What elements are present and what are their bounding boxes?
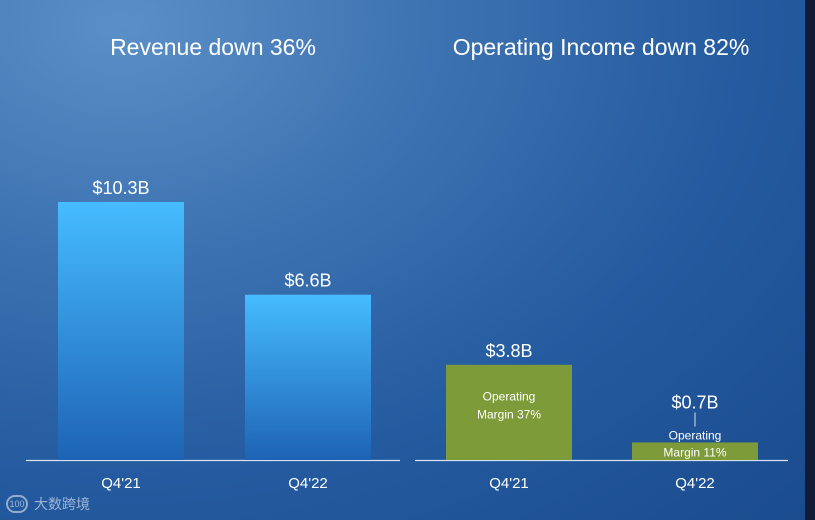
operating-income-chart: $3.8B Q4'21 Operating Margin 37% $0.7B Q4'22 O… (415, 341, 788, 492)
bar-value-label: $3.8B (485, 341, 532, 361)
window-edge (805, 0, 815, 520)
income-bar-1 (632, 442, 758, 460)
watermark-text: 大数跨境 (34, 496, 90, 512)
category-label: Q4'21 (489, 475, 529, 492)
watermark: 100 大数跨境 (6, 494, 90, 514)
watermark-logo: 100 (6, 495, 28, 513)
margin-annotation: Operating Margin 37% (477, 389, 541, 421)
category-label: Q4'21 (101, 475, 141, 492)
bar-value-label: $10.3B (92, 178, 149, 198)
category-label: Q4'22 (288, 475, 328, 492)
revenue-bar-1 (245, 294, 371, 460)
bar-value-label: $6.6B (284, 271, 331, 291)
income-chart-title: Operating Income down 82% (452, 34, 750, 60)
income-bar-0 (446, 364, 572, 460)
revenue-chart: $10.3B Q4'21 $6.6B Q4'22 (26, 178, 400, 492)
category-label: Q4'22 (675, 475, 715, 492)
revenue-bar-0 (58, 202, 184, 460)
bar-value-label: $0.7B (671, 392, 718, 412)
revenue-chart-title: Revenue down 36% (110, 34, 316, 60)
margin-annotation: Operating Margin 11% (663, 428, 726, 459)
